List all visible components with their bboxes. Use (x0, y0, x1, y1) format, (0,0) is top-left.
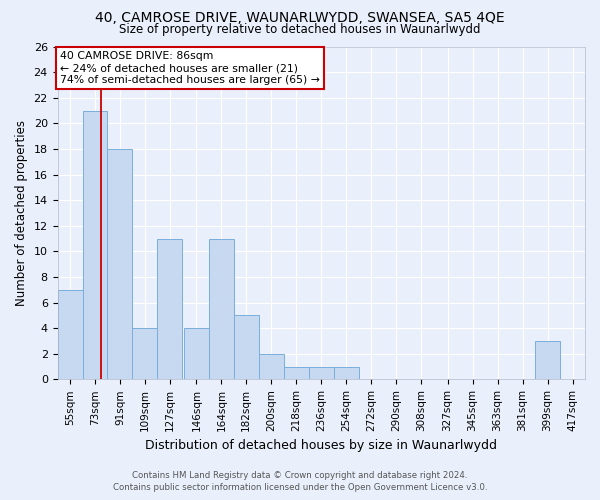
Bar (107, 149, 133, 380)
Bar (58, 290, 83, 380)
Bar (157, 238, 182, 380)
Bar (309, 366, 334, 380)
Bar (535, 341, 560, 380)
Bar (133, 328, 157, 380)
Bar (259, 354, 284, 380)
Bar (284, 366, 309, 380)
Text: 40, CAMROSE DRIVE, WAUNARLWYDD, SWANSEA, SA5 4QE: 40, CAMROSE DRIVE, WAUNARLWYDD, SWANSEA,… (95, 11, 505, 25)
Y-axis label: Number of detached properties: Number of detached properties (15, 120, 28, 306)
Text: 40 CAMROSE DRIVE: 86sqm
← 24% of detached houses are smaller (21)
74% of semi-de: 40 CAMROSE DRIVE: 86sqm ← 24% of detache… (60, 52, 320, 84)
Bar (184, 328, 209, 380)
Bar (83, 110, 107, 380)
Bar (234, 316, 259, 380)
X-axis label: Distribution of detached houses by size in Waunarlwydd: Distribution of detached houses by size … (145, 440, 497, 452)
Bar (334, 366, 359, 380)
Text: Size of property relative to detached houses in Waunarlwydd: Size of property relative to detached ho… (119, 22, 481, 36)
Bar (209, 238, 234, 380)
Text: Contains HM Land Registry data © Crown copyright and database right 2024.
Contai: Contains HM Land Registry data © Crown c… (113, 471, 487, 492)
